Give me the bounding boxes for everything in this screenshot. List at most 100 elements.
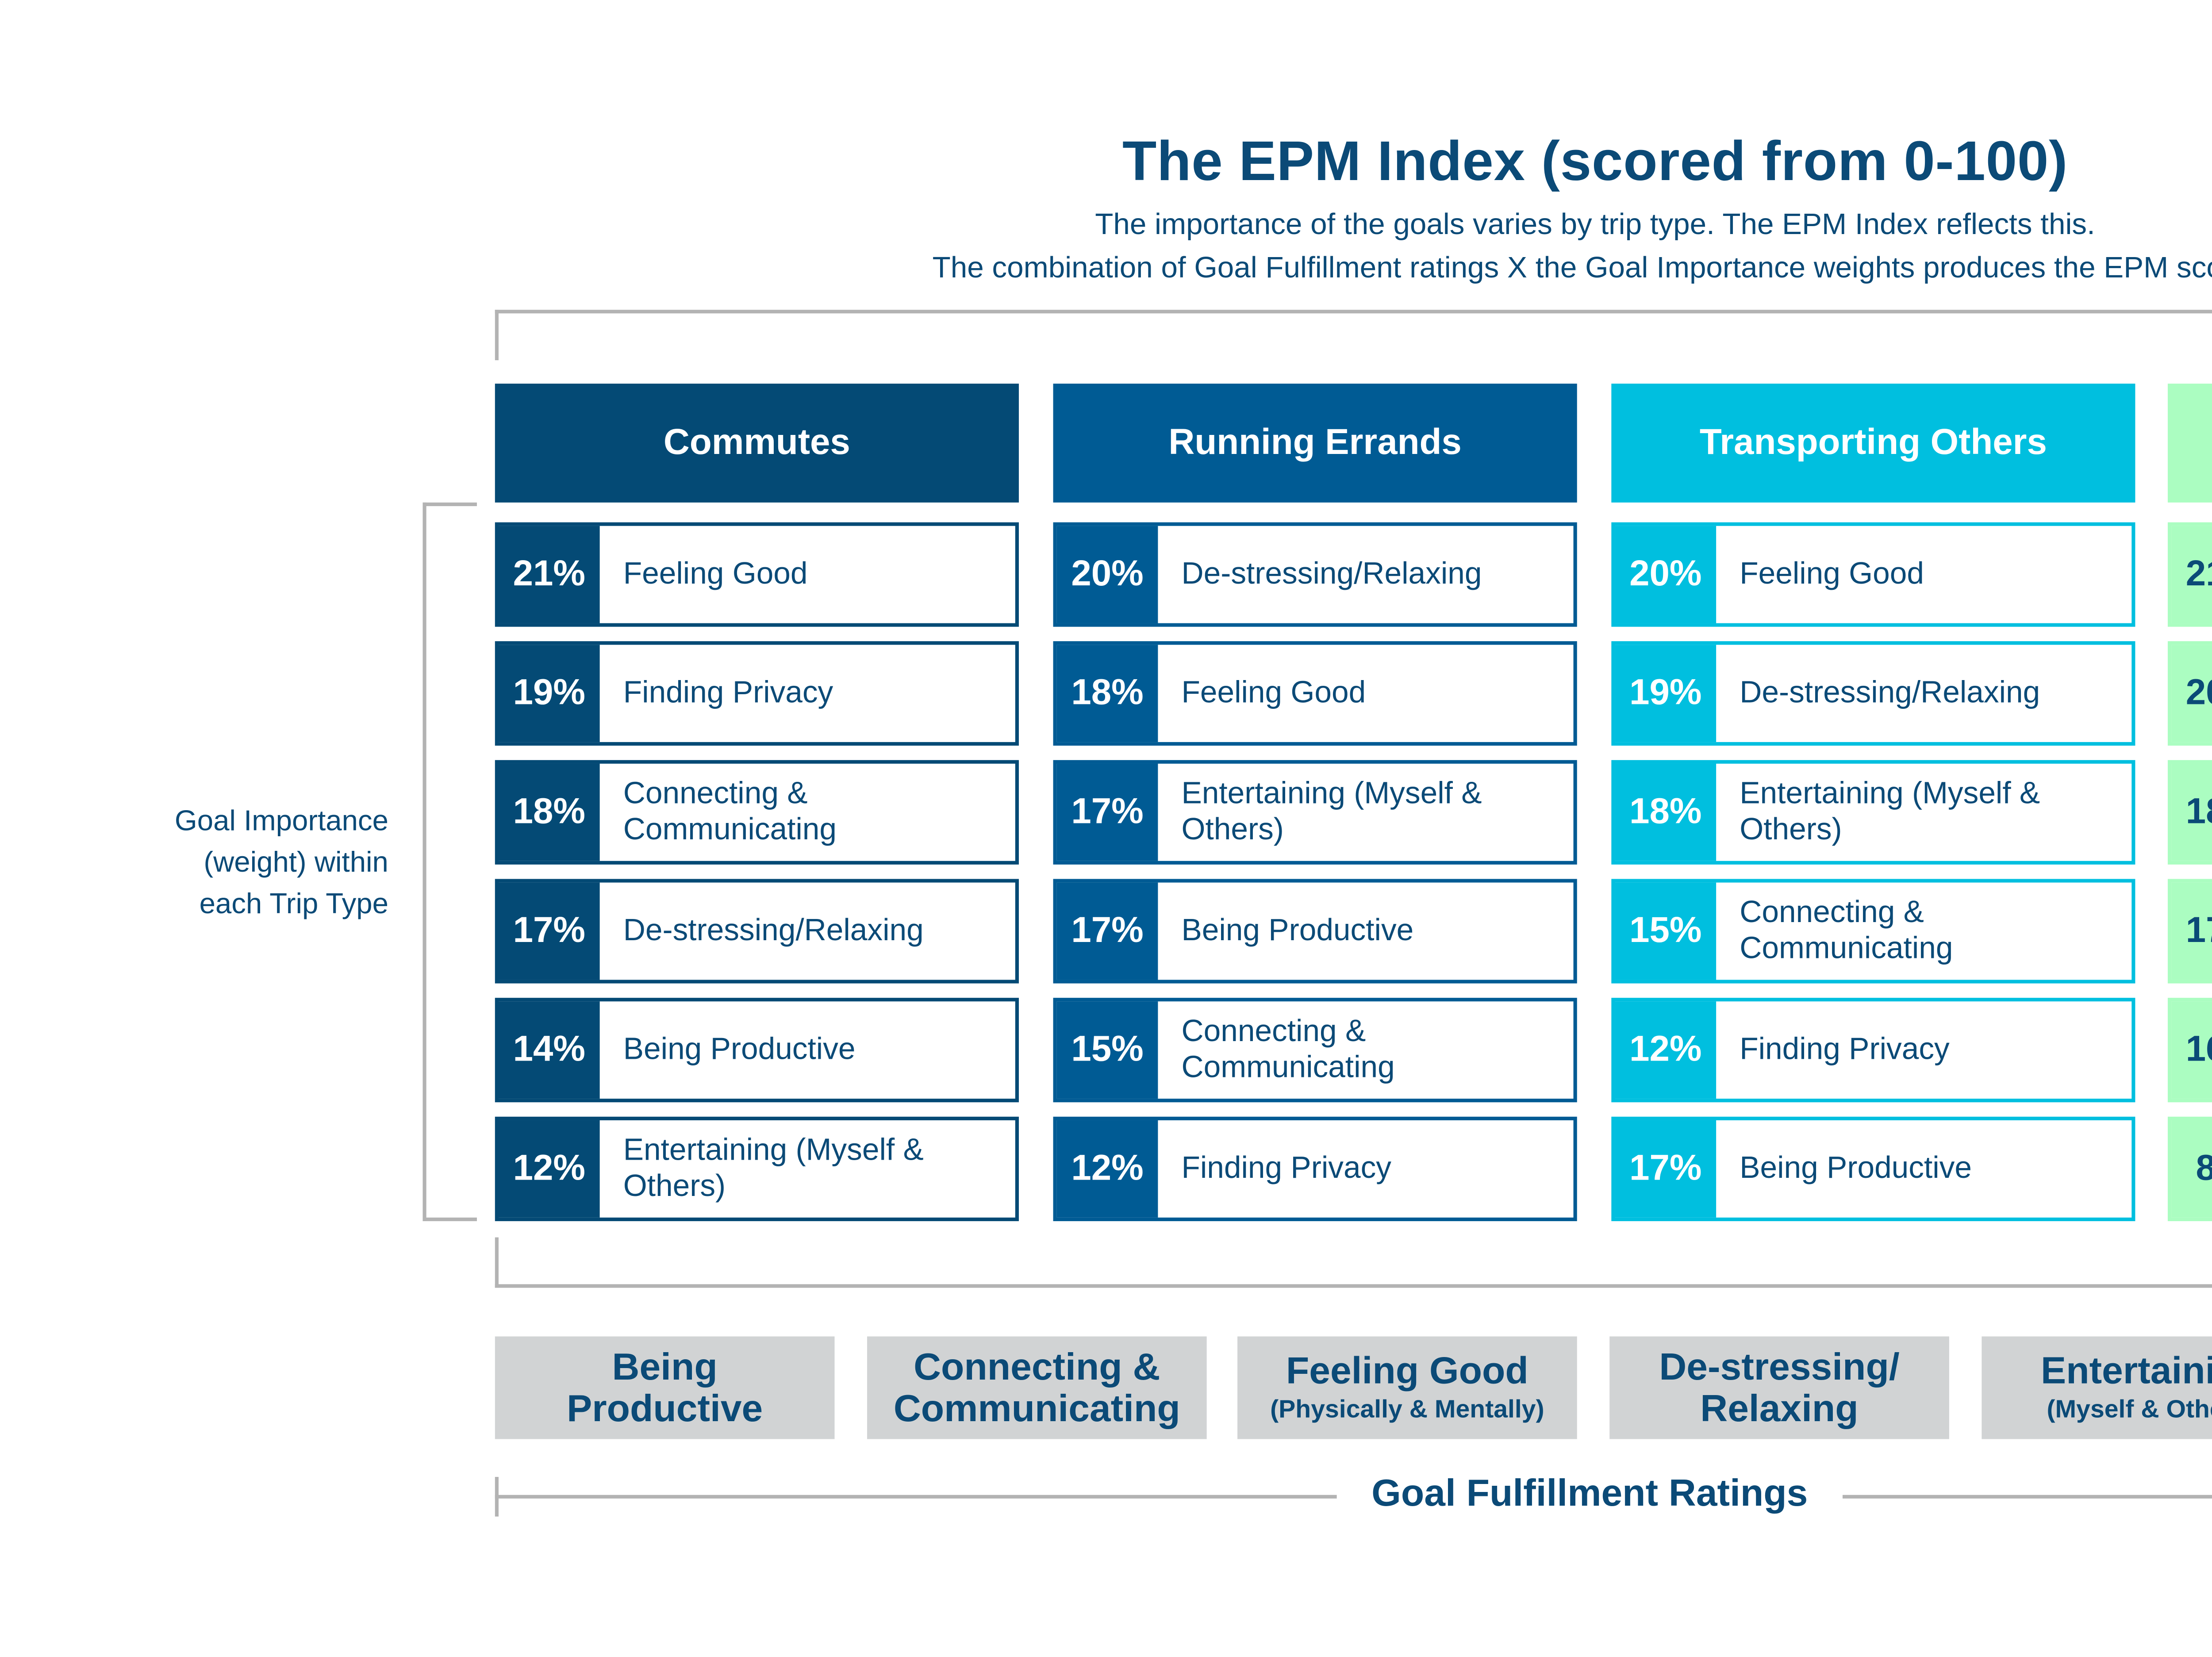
- goal-weight: 19%: [498, 645, 600, 742]
- goal-name: Feeling Good: [1740, 556, 1924, 591]
- fulfillment-bracket-line-left: [495, 1495, 1337, 1499]
- goal-weight: 21%: [498, 526, 600, 623]
- goal-weight: 14%: [498, 1001, 600, 1099]
- goal-row: 17% Entertaining (Myself & Others): [1053, 760, 1577, 865]
- fulfillment-rating-box: De-stressing/Relaxing: [1609, 1336, 1949, 1439]
- trip-type-column: Transporting Others 20% Feeling Good 19% De-…: [1611, 384, 2135, 1221]
- goal-name: Finding Privacy: [1740, 1032, 1950, 1066]
- goal-weight: 16%: [2171, 1001, 2212, 1099]
- goal-row: 17%De-stressing/Relaxing: [2167, 879, 2212, 984]
- goal-row: 21%Being Productive: [2167, 522, 2212, 627]
- subtitle-line-1: The importance of the goals varies by tr…: [1095, 209, 2095, 242]
- goal-row: 19% De-stressing/Relaxing: [1611, 641, 2135, 746]
- goal-weight: 19%: [1615, 645, 1717, 742]
- goal-row: 17% Being Productive: [1053, 879, 1577, 984]
- goal-row: 12% Finding Privacy: [1611, 998, 2135, 1103]
- trip-type-column: Running Errands 20% De-stressing/Relaxing 1…: [1053, 384, 1577, 1221]
- goal-row: 17% Being Productive: [1611, 1116, 2135, 1221]
- fulfillment-rating-title: Being Productive: [567, 1346, 763, 1430]
- goal-name: Entertaining (Myself & Others): [623, 1133, 924, 1203]
- page-title: The EPM Index (scored from 0-100): [1122, 130, 2068, 193]
- trip-type-header: Excursions: [2167, 384, 2212, 503]
- goal-weight: 17%: [1056, 882, 1158, 980]
- goal-row: 18% Feeling Good: [1053, 641, 1577, 746]
- fulfillment-rating-subtitle: (Myself & Others): [2047, 1394, 2212, 1423]
- goal-row: 8%Finding Privacy: [2167, 1116, 2212, 1221]
- goal-name: De-stressing/Relaxing: [623, 913, 924, 948]
- goal-weight: 15%: [1615, 882, 1717, 980]
- goal-name: De-stressing/Relaxing: [1740, 675, 2040, 710]
- goal-row: 20%Feeling Good: [2167, 641, 2212, 746]
- goal-row: 12% Finding Privacy: [1053, 1116, 1577, 1221]
- goal-row: 20% Feeling Good: [1611, 522, 2135, 627]
- goal-importance-label-line: (weight) within: [204, 848, 388, 879]
- fulfillment-rating-title: Connecting & Communicating: [893, 1346, 1180, 1430]
- goal-row: 19% Finding Privacy: [495, 641, 1019, 746]
- trip-type-column: Commutes 21% Feeling Good 19% Finding Privac…: [495, 384, 1019, 1221]
- fulfillment-rating-title: De-stressing/Relaxing: [1659, 1346, 1900, 1430]
- goal-name: Being Productive: [1181, 913, 1414, 948]
- goal-weight: 18%: [498, 763, 600, 861]
- goal-weight: 17%: [2171, 882, 2212, 980]
- goal-importance-label-line: Goal Importance: [174, 807, 388, 838]
- goal-row: 14% Being Productive: [495, 998, 1019, 1103]
- goal-name: Finding Privacy: [1181, 1151, 1392, 1185]
- fulfillment-rating-box: Entertaining(Myself & Others): [1982, 1336, 2212, 1439]
- goal-weight: 12%: [498, 1120, 600, 1218]
- goal-weight: 18%: [1615, 763, 1717, 861]
- goal-weight: 8%: [2171, 1120, 2212, 1218]
- goal-row: 18% Connecting & Communicating: [495, 760, 1019, 865]
- goal-name: Feeling Good: [623, 556, 808, 591]
- goal-name: Connecting & Communicating: [623, 776, 837, 847]
- goal-name: Connecting & Communicating: [1740, 895, 1953, 965]
- goal-weight: 18%: [1056, 645, 1158, 742]
- goal-row: 20% De-stressing/Relaxing: [1053, 522, 1577, 627]
- goal-row: 18%Connecting & Communicating: [2167, 760, 2212, 865]
- trip-type-column: Excursions 21%Being Productive 20%Feeling …: [2167, 384, 2212, 1221]
- fulfillment-rating-box: Connecting & Communicating: [867, 1336, 1207, 1439]
- fulfillment-rating-box: Being Productive: [495, 1336, 835, 1439]
- goal-row: 15% Connecting & Communicating: [1611, 879, 2135, 984]
- fulfillment-rating-title: Feeling Good: [1286, 1351, 1528, 1392]
- goal-weight: 12%: [1056, 1120, 1158, 1218]
- fulfillment-rating-subtitle: (Physically & Mentally): [1270, 1394, 1544, 1423]
- goal-row: 18% Entertaining (Myself & Others): [1611, 760, 2135, 865]
- trip-type-header: Running Errands: [1053, 384, 1577, 503]
- fulfillment-label: Goal Fulfillment Ratings: [1371, 1473, 1808, 1515]
- goal-importance-label-line: each Trip Type: [199, 889, 388, 921]
- goal-row: 12% Entertaining (Myself & Others): [495, 1116, 1019, 1221]
- goal-weight: 20%: [1615, 526, 1717, 623]
- goal-row: 15% Connecting & Communicating: [1053, 998, 1577, 1103]
- goal-name: Feeling Good: [1181, 675, 1366, 710]
- goal-name: Being Productive: [623, 1032, 856, 1066]
- goal-name: Entertaining (Myself & Others): [1181, 776, 1482, 847]
- goal-weight: 15%: [1056, 1001, 1158, 1099]
- goal-weight: 21%: [2171, 526, 2212, 623]
- fulfillment-bracket-line-right: [1842, 1495, 2212, 1499]
- left-bracket: [422, 502, 477, 1221]
- goal-name: De-stressing/Relaxing: [1181, 556, 1482, 591]
- goal-name: Being Productive: [1740, 1151, 1972, 1185]
- goal-row: 17% De-stressing/Relaxing: [495, 879, 1019, 984]
- goal-name: Finding Privacy: [623, 675, 833, 710]
- goal-weight: 17%: [498, 882, 600, 980]
- goal-name: Entertaining (Myself & Others): [1740, 776, 2040, 847]
- trip-type-header: Transporting Others: [1611, 384, 2135, 503]
- goal-weight: 20%: [2171, 645, 2212, 742]
- goal-row: 21% Feeling Good: [495, 522, 1019, 627]
- subtitle-line-2: The combination of Goal Fulfillment rati…: [932, 252, 2212, 285]
- goal-weight: 17%: [1615, 1120, 1717, 1218]
- goal-weight: 20%: [1056, 526, 1158, 623]
- goal-name: Connecting & Communicating: [1181, 1014, 1395, 1084]
- goal-weight: 12%: [1615, 1001, 1717, 1099]
- goal-weight: 18%: [2171, 763, 2212, 861]
- trip-type-header: Commutes: [495, 384, 1019, 503]
- goal-weight: 17%: [1056, 763, 1158, 861]
- fulfillment-rating-title: Entertaining: [2041, 1351, 2212, 1392]
- goal-row: 16%Entertaining (Myself & Others): [2167, 998, 2212, 1103]
- bottom-bracket: [495, 1237, 2212, 1288]
- fulfillment-rating-box: Feeling Good (Physically & Mentally): [1237, 1336, 1577, 1439]
- top-bracket: [495, 310, 2212, 361]
- goal-importance-label: Goal Importance (weight) within each Tri…: [72, 801, 388, 926]
